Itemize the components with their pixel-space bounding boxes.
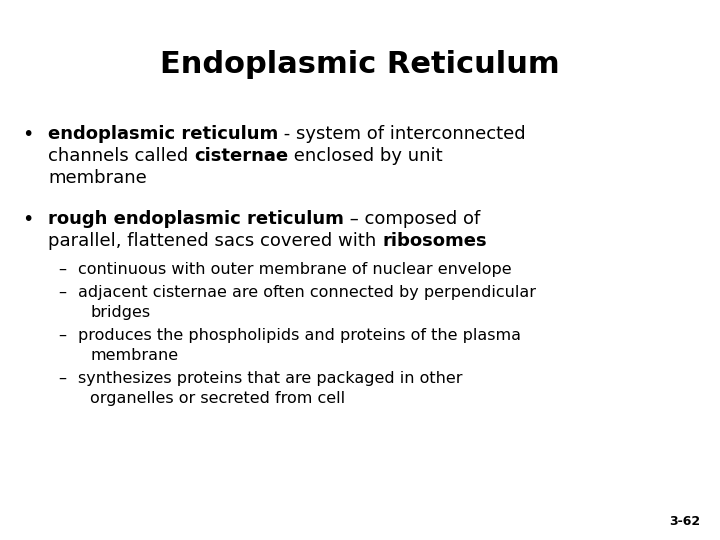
Text: –: – [58,371,66,386]
Text: enclosed by unit: enclosed by unit [288,147,443,165]
Text: - system of interconnected: - system of interconnected [278,125,526,143]
Text: synthesizes proteins that are packaged in other: synthesizes proteins that are packaged i… [78,371,462,386]
Text: membrane: membrane [90,348,178,363]
Text: parallel, flattened sacs covered with: parallel, flattened sacs covered with [48,232,382,250]
Text: •: • [22,125,33,144]
Text: –: – [58,262,66,277]
Text: 3-62: 3-62 [669,515,700,528]
Text: rough endoplasmic reticulum: rough endoplasmic reticulum [48,210,344,228]
Text: adjacent cisternae are often connected by perpendicular: adjacent cisternae are often connected b… [78,285,536,300]
Text: – composed of: – composed of [344,210,480,228]
Text: produces the phospholipids and proteins of the plasma: produces the phospholipids and proteins … [78,328,521,343]
Text: ribosomes: ribosomes [382,232,487,250]
Text: –: – [58,328,66,343]
Text: •: • [22,210,33,229]
Text: channels called: channels called [48,147,194,165]
Text: cisternae: cisternae [194,147,288,165]
Text: –: – [58,285,66,300]
Text: Endoplasmic Reticulum: Endoplasmic Reticulum [160,50,560,79]
Text: continuous with outer membrane of nuclear envelope: continuous with outer membrane of nuclea… [78,262,512,277]
Text: endoplasmic reticulum: endoplasmic reticulum [48,125,278,143]
Text: organelles or secreted from cell: organelles or secreted from cell [90,391,345,406]
Text: bridges: bridges [90,305,150,320]
Text: membrane: membrane [48,169,147,187]
